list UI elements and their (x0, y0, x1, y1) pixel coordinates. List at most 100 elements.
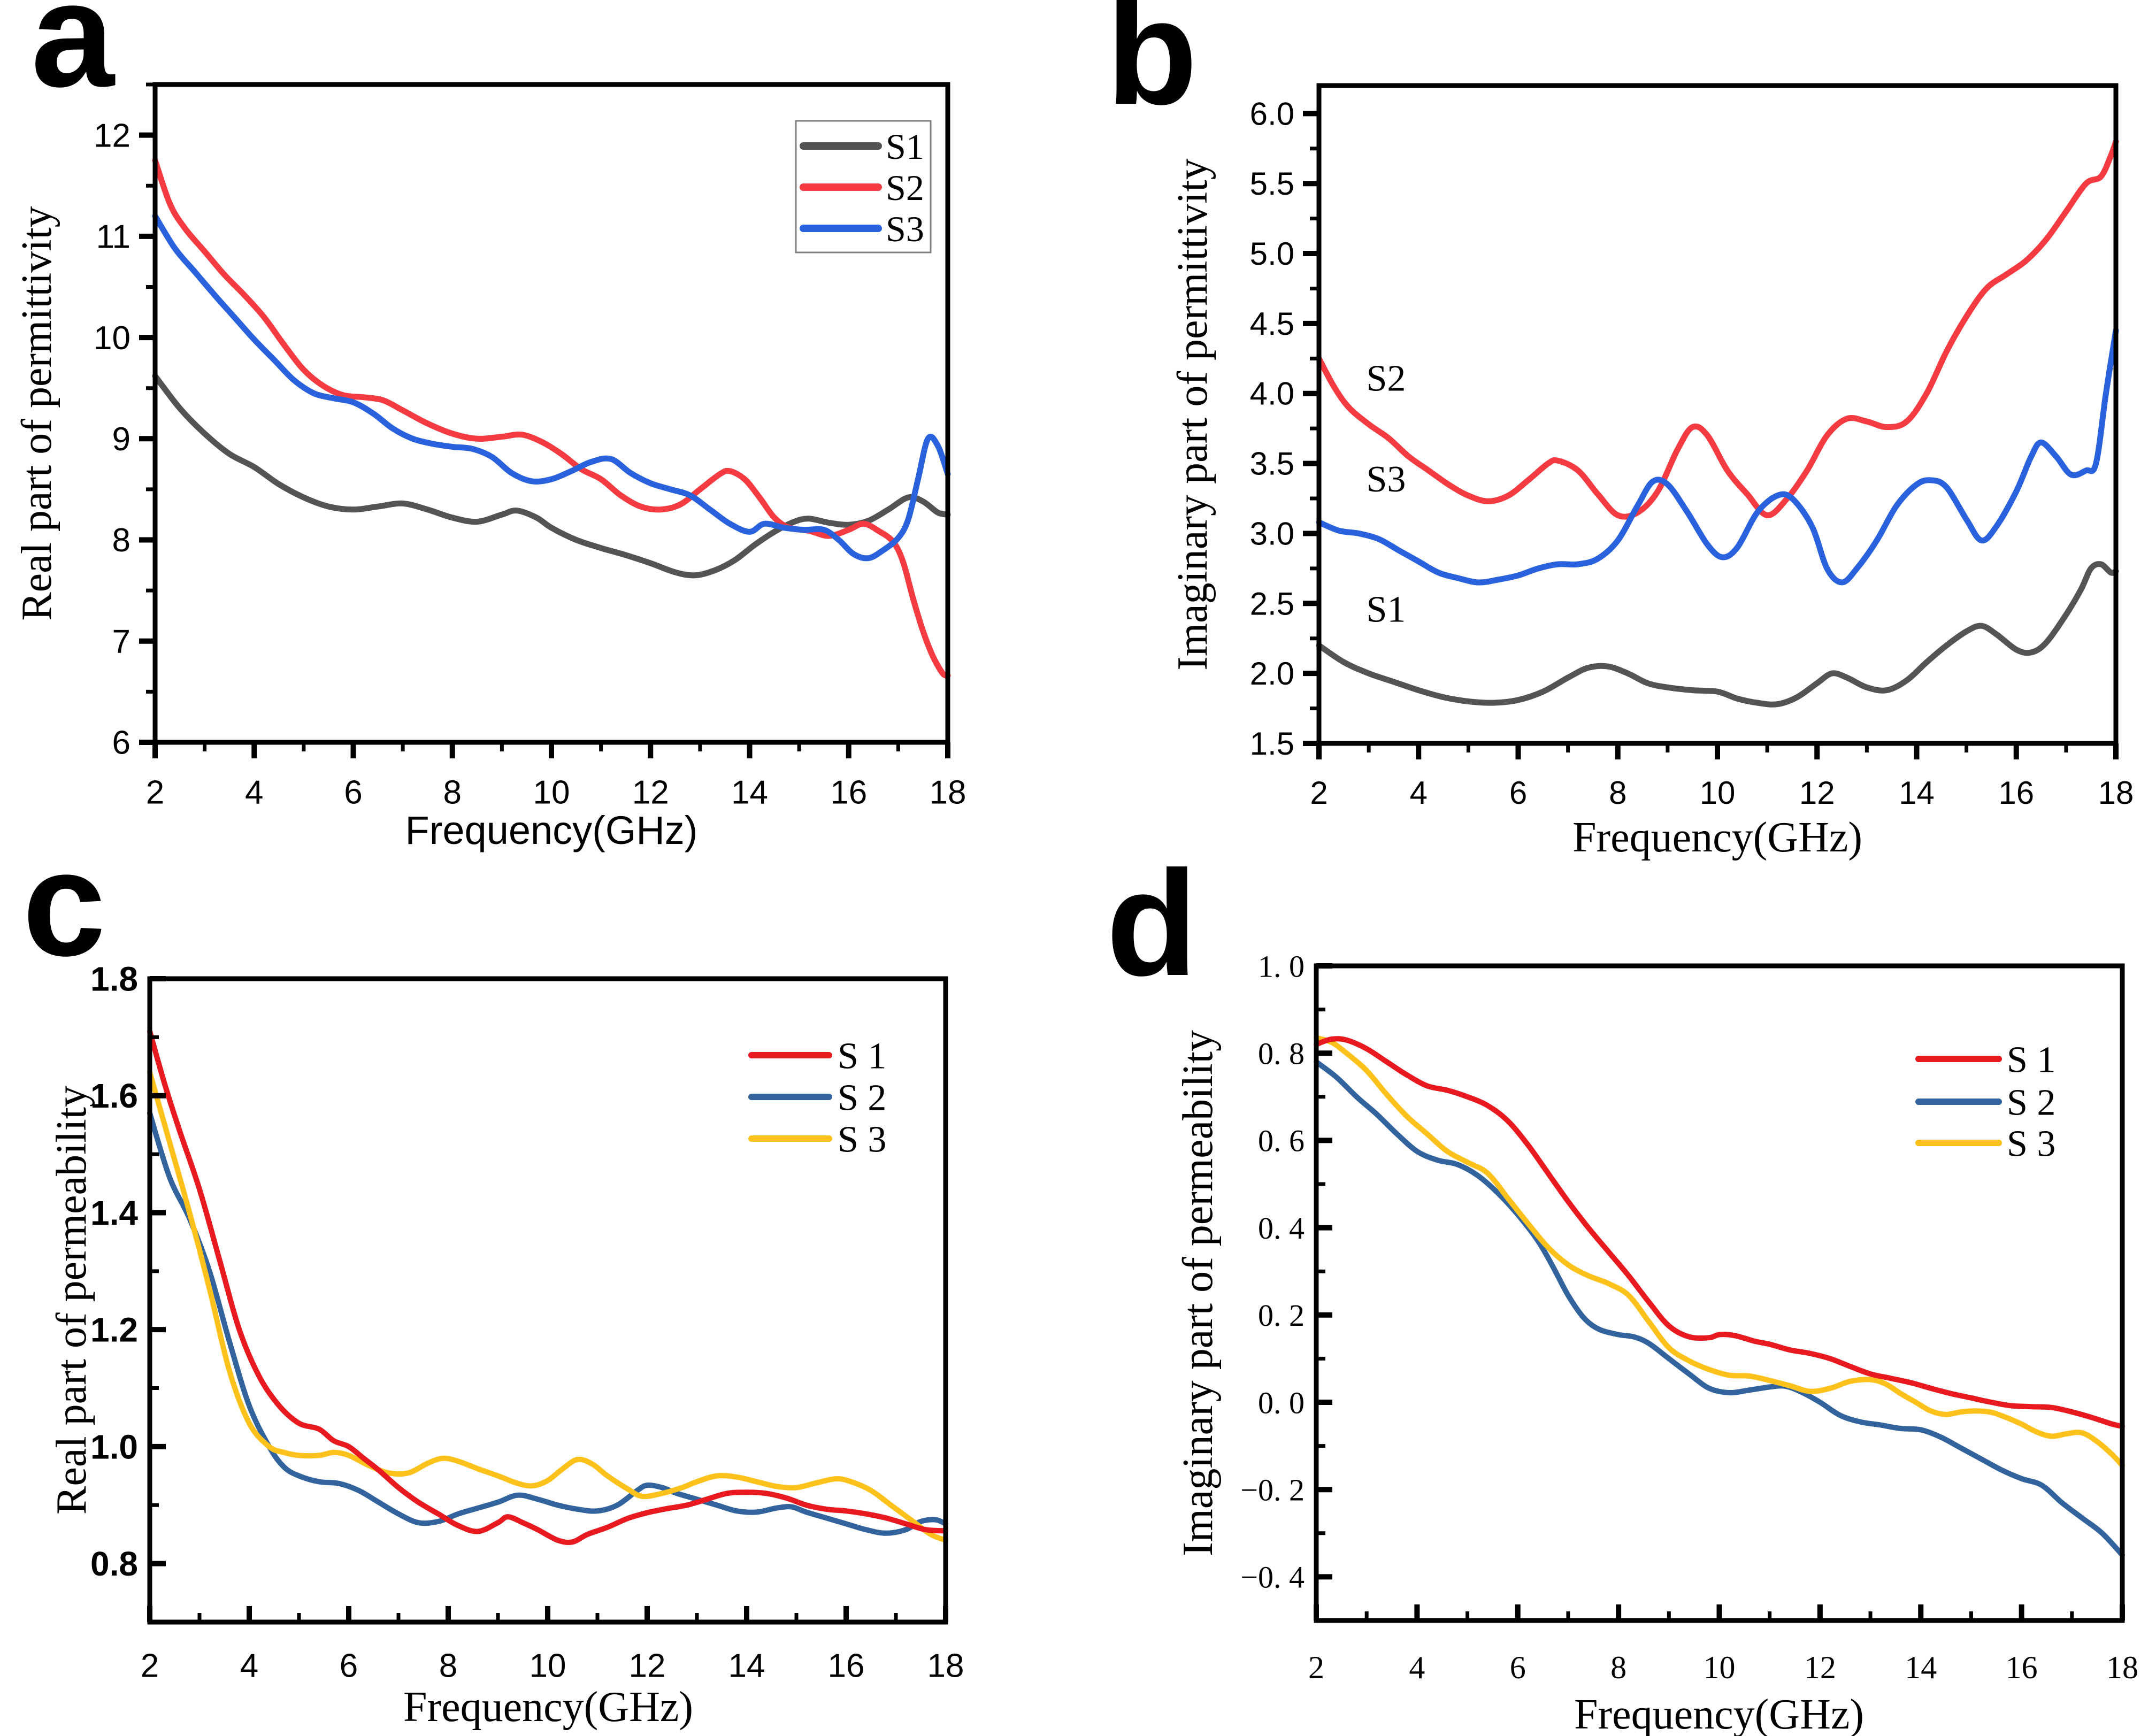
series-group (1314, 1035, 2125, 1558)
series-line-a-S1 (152, 373, 951, 579)
panel-label-b: b (1106, 0, 1198, 136)
chart-c-xlabel: Frequency(GHz) (403, 1684, 693, 1731)
x-tick-label: 10 (530, 1648, 566, 1685)
y-tick-label: 1.6 (90, 1077, 138, 1115)
y-tick-label: 0. 2 (1258, 1298, 1305, 1333)
legend-label-2: S 2 (2007, 1082, 2055, 1124)
y-tick-label: 1.8 (90, 959, 138, 998)
x-tick-label: 10 (533, 774, 570, 811)
chart-c-ylabel: Real part of permeability (48, 1086, 95, 1515)
y-tick-label: 12 (94, 117, 131, 154)
panel-a: a Frequency(GHz) Real part of permittivi… (0, 0, 1078, 868)
x-tick-label: 4 (1410, 775, 1428, 811)
chart-a-ylabel: Real part of permittivity (13, 206, 60, 620)
panel-b: b Frequency(GHz) Imaginary part of permi… (1078, 0, 2156, 868)
series-line-b-S3 (1316, 327, 2119, 586)
y-tick-label: 5.0 (1250, 236, 1294, 272)
y-tick-label: 3.5 (1250, 446, 1294, 482)
inline-series-label-2: S3 (1366, 459, 1406, 500)
series-line-a-S2 (152, 157, 951, 679)
x-tick-label: 12 (1804, 1650, 1836, 1685)
x-tick-label: 18 (2106, 1650, 2138, 1685)
y-tick-label: 6.0 (1250, 96, 1294, 132)
plot-frame (147, 976, 948, 1625)
x-tick-label: 8 (439, 1648, 457, 1685)
x-tick-label: 18 (927, 1648, 964, 1685)
x-tick-label: 16 (2006, 1650, 2038, 1685)
chart-b-ylabel: Imaginary part of permittivity (1169, 158, 1216, 671)
inline-series-label-3: S1 (1366, 589, 1406, 630)
panel-label-c: c (22, 820, 106, 987)
series-line-d-S3 (1314, 1035, 2125, 1469)
plot-frame (1314, 963, 2125, 1623)
x-tick-label: 4 (1409, 1650, 1425, 1685)
panel-label-a: a (31, 0, 114, 118)
x-tick-label: 14 (728, 1648, 765, 1685)
legend-label-2: S2 (886, 167, 924, 208)
x-tick-label: 16 (830, 774, 867, 811)
chart-d-xlabel: Frequency(GHz) (1574, 1691, 1864, 1736)
y-tick-label: 1.5 (1250, 726, 1294, 762)
y-tick-label: 7 (112, 623, 131, 660)
series-line-b-S2 (1316, 139, 2119, 520)
panel-label-d: d (1106, 840, 1198, 1007)
y-tick-label: 0.8 (90, 1545, 138, 1583)
x-tick-label: 8 (1609, 775, 1626, 811)
y-tick-label: 8 (112, 522, 131, 559)
x-tick-label: 14 (1905, 1650, 1937, 1685)
series-group (147, 1028, 948, 1545)
series-group (152, 157, 951, 679)
series-line-c-S2 (147, 1110, 948, 1536)
x-tick-label: 6 (344, 774, 362, 811)
x-tick-label: 2 (146, 774, 164, 811)
y-tick-label: 6 (112, 725, 131, 762)
x-tick-label: 16 (828, 1648, 865, 1685)
y-tick-label: 11 (96, 219, 131, 256)
y-tick-label: 1. 0 (1258, 949, 1305, 984)
x-tick-label: 12 (632, 774, 669, 811)
panel-c: c Frequency(GHz) Real part of permeabili… (0, 829, 1078, 1736)
series-line-c-S1 (147, 1028, 948, 1545)
legend-label-3: S 3 (838, 1119, 886, 1161)
y-tick-label: 2.5 (1250, 586, 1294, 621)
legend-label-3: S 3 (2007, 1124, 2055, 1165)
series-line-d-S1 (1314, 1036, 2125, 1429)
chart-b: Frequency(GHz) Imaginary part of permitt… (1169, 83, 2134, 861)
y-tick-label: 0. 8 (1258, 1036, 1305, 1071)
inline-series-label-1: S2 (1366, 358, 1406, 400)
x-tick-label: 16 (1998, 775, 2034, 811)
panel-d: d Frequency(GHz) Imaginary part of perme… (1078, 849, 2156, 1736)
y-tick-label: 0. 6 (1258, 1124, 1305, 1158)
x-tick-label: 14 (731, 774, 768, 811)
chart-a: Frequency(GHz) Real part of permittivity… (13, 82, 966, 852)
x-tick-label: 2 (141, 1648, 159, 1685)
y-tick-label: 5.5 (1250, 166, 1294, 202)
y-tick-label: −0. 2 (1240, 1473, 1305, 1508)
legend-label-1: S 1 (2007, 1040, 2055, 1081)
y-tick-label: 9 (112, 421, 131, 458)
x-tick-label: 18 (930, 774, 966, 811)
legend-label-3: S3 (886, 209, 924, 249)
x-tick-label: 6 (340, 1648, 358, 1685)
x-tick-label: 6 (1510, 1650, 1526, 1685)
x-tick-label: 4 (240, 1648, 258, 1685)
series-line-c-S3 (147, 1070, 948, 1543)
x-tick-label: 6 (1509, 775, 1527, 811)
x-tick-label: 8 (1610, 1650, 1626, 1685)
series-line-d-S2 (1314, 1059, 2125, 1558)
chart-c: Frequency(GHz) Real part of permeability… (48, 959, 964, 1731)
y-tick-label: 1.4 (90, 1194, 138, 1232)
x-tick-label: 2 (1310, 775, 1328, 811)
chart-d: Frequency(GHz) Imaginary part of permeab… (1175, 949, 2138, 1736)
x-tick-label: 2 (1308, 1650, 1324, 1685)
y-tick-label: 1.0 (90, 1427, 138, 1466)
x-tick-label: 10 (1704, 1650, 1736, 1685)
legend-label-2: S 2 (838, 1078, 886, 1119)
series-line-a-S3 (152, 213, 951, 562)
x-tick-label: 10 (1700, 775, 1736, 811)
x-tick-label: 14 (1899, 775, 1935, 811)
series-group (1316, 139, 2119, 708)
y-tick-label: 2.0 (1250, 656, 1294, 692)
y-tick-label: 4.5 (1250, 306, 1294, 342)
